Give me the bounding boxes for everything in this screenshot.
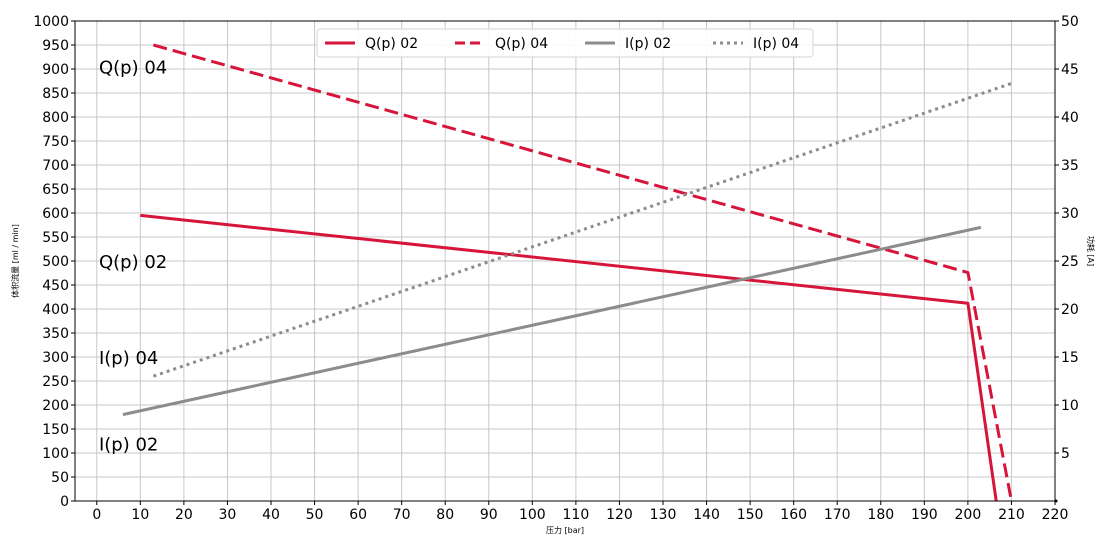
annotation-label: I(p) 04: [99, 348, 158, 369]
y-left-tick-label: 200: [42, 398, 69, 414]
y-axis-right-label: 功耗 [A]: [1086, 236, 1095, 266]
x-tick-label: 20: [175, 507, 193, 523]
legend-label: I(p) 04: [753, 36, 799, 52]
y-left-tick-label: 1000: [33, 14, 69, 30]
legend-label: Q(p) 02: [365, 36, 418, 52]
y-left-tick-label: 500: [42, 254, 69, 270]
x-tick-label: 120: [606, 507, 633, 523]
y-left-tick-label: 550: [42, 230, 69, 246]
x-tick-label: 130: [650, 507, 677, 523]
y-left-tick-label: 450: [42, 278, 69, 294]
y-left-tick-label: 350: [42, 326, 69, 342]
y-left-tick-label: 50: [51, 470, 69, 486]
y-left-tick-label: 900: [42, 62, 69, 78]
y-left-tick-label: 400: [42, 302, 69, 318]
legend-label: I(p) 02: [625, 36, 671, 52]
y-axis-right: 5 10 15 20 25 30 35 40 45 50: [1054, 14, 1079, 503]
y-right-tick-label: 15: [1061, 350, 1079, 366]
y-left-tick-label: 650: [42, 182, 69, 198]
x-tick-label: 210: [998, 507, 1025, 523]
y-left-tick-label: 950: [42, 38, 69, 54]
y-left-tick-label: 0: [60, 494, 69, 510]
y-left-tick-label: 600: [42, 206, 69, 222]
y-right-tick-label: 35: [1061, 158, 1079, 174]
annotation-label: Q(p) 02: [99, 252, 167, 273]
x-tick-label: 60: [349, 507, 367, 523]
y-left-tick-label: 150: [42, 422, 69, 438]
legend-label: Q(p) 04: [495, 36, 548, 52]
x-tick-label: 40: [262, 507, 280, 523]
legend-box: [316, 28, 814, 58]
x-tick-label: 180: [867, 507, 894, 523]
y-right-tick-label: 25: [1061, 254, 1079, 270]
y-axis-left: 0 50 100 150 200 250 300 350 400 450 500 550 600 650 7…: [33, 14, 75, 510]
legend: Q(p) 02 Q(p) 04 I(p) 02 I(p) 04: [316, 28, 814, 58]
y-left-tick-label: 250: [42, 374, 69, 390]
y-right-zero-mark: [1054, 499, 1058, 503]
series-line-i-p-02: [122, 225, 982, 417]
x-tick-label: 200: [955, 507, 982, 523]
x-tick-label: 160: [780, 507, 807, 523]
x-tick-label: 0: [92, 507, 101, 523]
annotation-label: I(p) 02: [99, 434, 158, 455]
y-right-tick-label: 20: [1061, 302, 1079, 318]
y-right-tick-label: 45: [1061, 62, 1079, 78]
series-line-q-p-02: [140, 213, 998, 502]
x-tick-label: 80: [436, 507, 454, 523]
x-tick-label: 110: [563, 507, 590, 523]
series-lines: [122, 43, 1013, 502]
x-tick-label: 90: [480, 507, 498, 523]
x-tick-label: 140: [693, 507, 720, 523]
x-axis-label: 压力 [bar]: [546, 525, 584, 535]
x-tick-label: 170: [824, 507, 851, 523]
x-tick-label: 10: [131, 507, 149, 523]
y-left-tick-label: 700: [42, 158, 69, 174]
x-tick-label: 70: [393, 507, 411, 523]
y-left-tick-label: 750: [42, 134, 69, 150]
series-line-q-p-04: [152, 43, 1013, 502]
x-tick-label: 220: [1042, 507, 1069, 523]
x-tick-label: 30: [219, 507, 237, 523]
annotation-label: Q(p) 04: [99, 58, 167, 79]
y-right-tick-label: 40: [1061, 110, 1079, 126]
x-tick-label: 150: [737, 507, 764, 523]
y-left-tick-label: 850: [42, 86, 69, 102]
x-axis: 0 10 20 30 40 50 60 70 80 90 100 110 120 130 140 150 160…: [92, 501, 1068, 523]
x-tick-label: 50: [306, 507, 324, 523]
y-right-tick-label: 5: [1061, 446, 1070, 462]
x-tick-label: 100: [519, 507, 546, 523]
y-axis-left-label: 体积流量 [ml / min]: [10, 224, 20, 298]
y-right-tick-label: 50: [1061, 14, 1079, 30]
x-tick-label: 190: [911, 507, 938, 523]
y-right-tick-label: 30: [1061, 206, 1079, 222]
y-right-tick-label: 10: [1061, 398, 1079, 414]
annotations: Q(p) 04 Q(p) 02 I(p) 04 I(p) 02: [99, 58, 167, 456]
y-left-tick-label: 800: [42, 110, 69, 126]
y-left-tick-label: 300: [42, 350, 69, 366]
y-left-tick-label: 100: [42, 446, 69, 462]
